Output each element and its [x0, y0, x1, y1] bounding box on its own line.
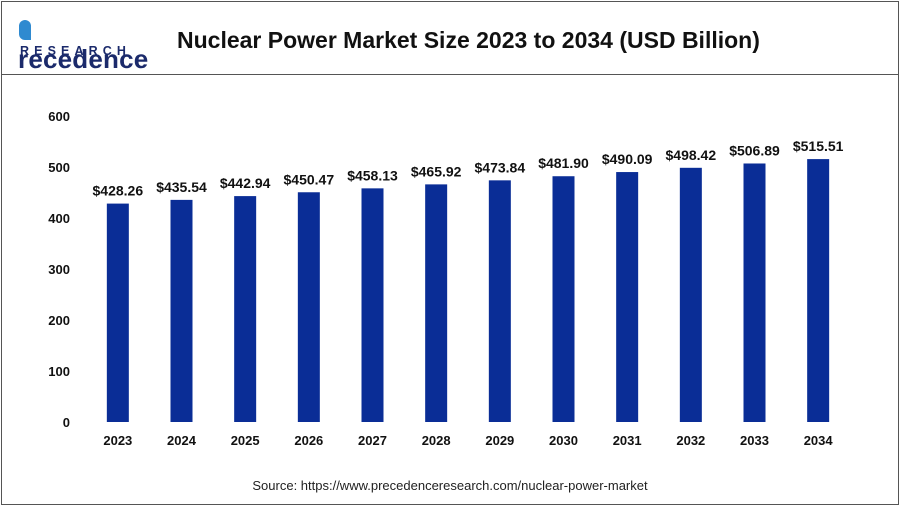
- bar: [170, 199, 193, 422]
- bar-value-label: $428.26: [93, 183, 144, 199]
- brand-logo: recedence RESEARCH: [18, 14, 153, 74]
- bar-value-label: $515.51: [793, 138, 844, 154]
- bar: [425, 184, 448, 422]
- bar: [807, 159, 830, 422]
- bar-series: [106, 159, 830, 423]
- bar-value-label: $490.09: [602, 151, 653, 167]
- y-tick-label: 300: [48, 262, 70, 277]
- y-tick-label: 200: [48, 313, 70, 328]
- chart-title: Nuclear Power Market Size 2023 to 2034 (…: [177, 27, 760, 53]
- bar: [234, 196, 257, 422]
- bar-value-label: $506.89: [729, 142, 780, 158]
- bar-value-label: $481.90: [538, 155, 589, 171]
- bar-value-label: $442.94: [220, 175, 271, 191]
- bar-value-label: $458.13: [347, 167, 398, 183]
- y-tick-label: 600: [48, 109, 70, 124]
- x-tick-label: 2026: [294, 433, 323, 448]
- bar: [106, 203, 129, 422]
- bar: [679, 167, 702, 422]
- logo-wordmark: recedence: [18, 44, 149, 74]
- x-tick-label: 2030: [549, 433, 578, 448]
- bar-value-label: $473.84: [475, 159, 526, 175]
- x-tick-label: 2024: [167, 433, 197, 448]
- y-tick-label: 100: [48, 364, 70, 379]
- logo-subtitle: RESEARCH: [20, 44, 131, 58]
- bar-value-label: $465.92: [411, 163, 462, 179]
- bar-value-label: $450.47: [284, 171, 335, 187]
- bar: [488, 180, 511, 422]
- y-tick-label: 400: [48, 211, 70, 226]
- x-tick-label: 2034: [804, 433, 834, 448]
- y-tick-label: 0: [63, 415, 70, 430]
- bar: [297, 192, 320, 422]
- bar: [616, 172, 639, 422]
- x-tick-label: 2025: [231, 433, 260, 448]
- x-tick-label: 2032: [676, 433, 705, 448]
- source-note: Source: https://www.precedenceresearch.c…: [252, 478, 648, 493]
- data-labels: $428.26 $435.54 $442.94 $450.47 $458.13 $465.…: [93, 138, 844, 198]
- bar-value-label: $435.54: [156, 179, 207, 195]
- bar: [552, 176, 575, 422]
- x-tick-label: 2033: [740, 433, 769, 448]
- y-tick-label: 500: [48, 160, 70, 175]
- bar: [743, 163, 766, 423]
- x-tick-label: 2028: [422, 433, 451, 448]
- bar: [361, 188, 384, 422]
- x-tick-label: 2031: [613, 433, 642, 448]
- x-tick-label: 2027: [358, 433, 387, 448]
- logo-p-icon: [19, 20, 31, 40]
- header-bar: recedence RESEARCH Nuclear Power Market …: [2, 2, 898, 75]
- x-tick-label: 2023: [103, 433, 132, 448]
- x-tick-label: 2029: [485, 433, 514, 448]
- y-axis: 0 100 200 300 400 500 600: [48, 109, 70, 430]
- x-axis: 2023 2024 2025 2026 2027 2028 2029 2030 2031 2032…: [103, 433, 833, 448]
- bar-value-label: $498.42: [666, 147, 717, 163]
